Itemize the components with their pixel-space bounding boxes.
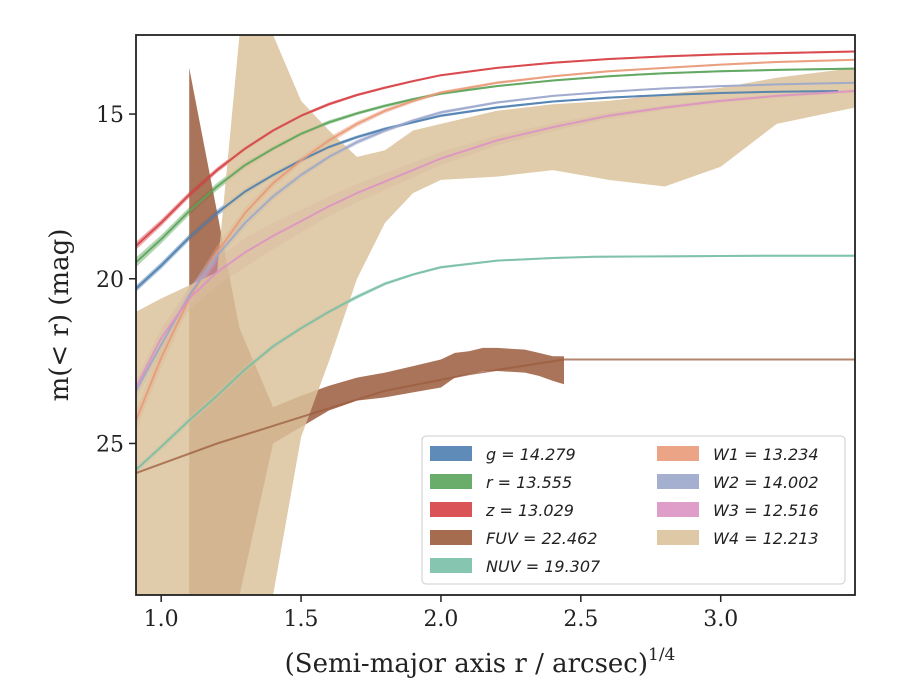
series-line-w3 [136,90,855,388]
legend-label-z: z = 13.029 [485,501,574,520]
legend-swatch-w4 [657,530,699,545]
bands-layer [136,35,855,595]
plot-frame [135,34,856,596]
legend-label-r: r = 13.555 [486,473,572,492]
series-line-r [136,67,855,264]
legend-label-w1: W1 = 13.234 [713,445,819,464]
legend-label-fuv: FUV = 22.462 [486,529,597,548]
y-tick-label: 25 [96,432,124,457]
x-tick-label: 2.0 [423,607,458,632]
legend-swatch-w3 [657,502,699,517]
legend-label-w4: W4 = 12.213 [713,529,819,548]
legend-swatch-nuv [430,558,472,573]
legend-swatch-z [430,502,472,517]
y-axis-ticks: 15 20 25 [96,103,136,457]
series-line-z [136,50,855,247]
x-tick-label: 2.5 [563,607,598,632]
legend-label-g: g = 14.279 [486,445,576,464]
x-tick-label: 1.0 [144,607,179,632]
series-line-w2 [136,81,855,392]
legend-frame [421,435,846,585]
legend-label-nuv: NUV = 19.307 [486,557,601,576]
x-axis-ticks: 1.0 1.5 2.0 2.5 3.0 [144,595,738,632]
series-line-w1 [136,58,855,421]
legend-swatch-r [430,474,472,489]
y-axis-label: m(< r) (mag) [45,229,75,402]
legend-swatch-w1 [657,446,699,461]
x-tick-label: 1.5 [284,607,319,632]
y-tick-label: 15 [96,103,124,128]
legend-label-w3: W3 = 12.516 [713,501,819,520]
series-band-w4 [136,35,855,595]
series-line-g [136,90,839,290]
lines-layer [136,50,855,475]
x-tick-label: 3.0 [703,607,738,632]
y-tick-label: 20 [96,268,124,293]
legend: g = 14.279 r = 13.555 z = 13.029 FUV = 22.4… [421,435,846,585]
series-extension-fuv [136,358,855,475]
legend-swatch-w2 [657,474,699,489]
legend-swatch-fuv [430,530,472,545]
legend-swatch-g [430,446,472,461]
series-line-nuv [136,254,855,471]
legend-label-w2: W2 = 14.002 [713,473,819,492]
x-axis-label: (Semi-major axis r / arcsec)1/4 [285,645,676,679]
